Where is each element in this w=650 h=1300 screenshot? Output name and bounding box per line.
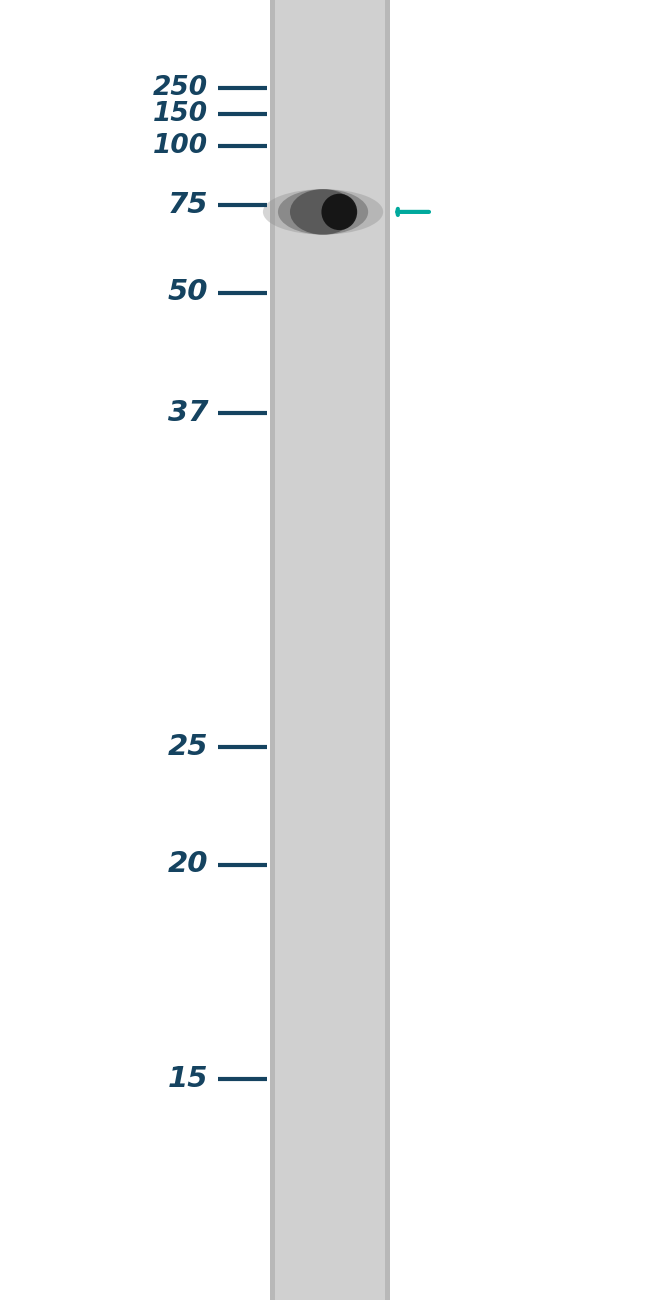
- Text: 25: 25: [168, 733, 208, 762]
- Bar: [270, 0, 275, 1300]
- Ellipse shape: [278, 190, 368, 235]
- Bar: [385, 0, 390, 1300]
- Ellipse shape: [321, 194, 358, 230]
- Text: 15: 15: [168, 1065, 208, 1093]
- Bar: [270, 0, 390, 1300]
- Text: 20: 20: [168, 850, 208, 879]
- Text: 250: 250: [153, 75, 208, 101]
- Text: 150: 150: [153, 101, 208, 127]
- Text: 75: 75: [168, 191, 208, 220]
- Text: 37: 37: [168, 399, 208, 428]
- Text: 100: 100: [153, 133, 208, 159]
- Text: 50: 50: [168, 278, 208, 307]
- Ellipse shape: [290, 190, 356, 235]
- Ellipse shape: [263, 190, 384, 235]
